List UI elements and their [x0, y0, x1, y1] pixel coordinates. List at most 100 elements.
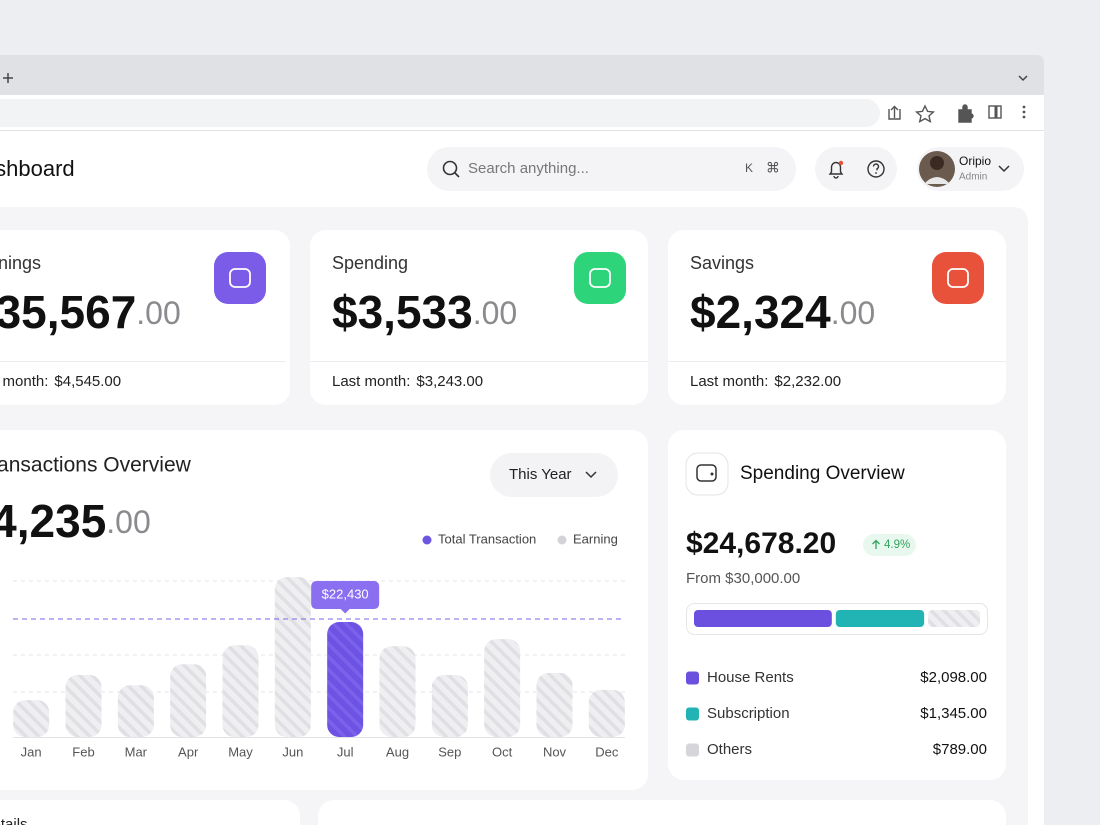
shortcut-mod: ⌘: [766, 160, 780, 176]
page-title: Dashboard: [0, 156, 75, 181]
card-icon-glyph: [589, 268, 611, 288]
spending-title: Spending Overview: [740, 463, 905, 484]
bar: [536, 672, 573, 737]
address-bar[interactable]: [0, 99, 880, 127]
tooltip: [311, 581, 380, 610]
toolbar-icons: [888, 104, 1002, 123]
item-name: House Rents: [707, 669, 794, 686]
bottom-card: [318, 800, 1006, 825]
card-details-title: Card Details: [0, 816, 28, 825]
card-amount: $3,533.00: [332, 286, 517, 338]
card-icon: [932, 252, 984, 304]
card-title: Spending: [332, 253, 408, 273]
last-month-value: $4,545.00: [54, 373, 121, 390]
cents: .00: [831, 295, 875, 331]
card-icon: [214, 252, 266, 304]
x-tick-label: Dec: [595, 744, 619, 759]
last-month-value: $2,232.00: [774, 373, 841, 390]
period-select[interactable]: [490, 453, 618, 497]
search-box[interactable]: [427, 147, 796, 191]
card-amount: $35,567.00: [0, 286, 181, 338]
spending-amount: $24,678.20: [686, 527, 836, 560]
tooltip-pointer: [340, 608, 351, 614]
amount: $2,324: [690, 286, 831, 338]
amount: $3,533: [332, 286, 473, 338]
item-swatch: [686, 707, 699, 721]
x-tick-label: May: [228, 744, 253, 759]
search-placeholder: Search anything...: [468, 160, 589, 177]
bar: [484, 639, 521, 737]
notifications-button[interactable]: [828, 161, 844, 179]
card-last-month: Last month: $3,243.00: [332, 373, 483, 390]
user-name: Oripio: [959, 154, 991, 168]
legend-label: Total Transaction: [438, 531, 536, 546]
last-month-label: Last month:: [690, 373, 768, 390]
card-icon-glyph: [229, 268, 251, 288]
last-month-label: Last month:: [332, 373, 410, 390]
bar: [13, 700, 50, 737]
transactions-title: Transactions Overview: [0, 454, 192, 477]
x-tick-label: Sep: [438, 744, 461, 759]
card-last-month: Last month: $4,545.00: [0, 373, 121, 390]
last-month-label: Last month:: [0, 373, 48, 390]
tooltip-label: $22,430: [322, 586, 369, 601]
progress-segment: [928, 610, 980, 627]
period-label: This Year: [509, 466, 572, 483]
cents: .00: [136, 295, 180, 331]
x-tick-label: Apr: [178, 744, 199, 759]
bar: [431, 674, 468, 737]
item-swatch: [686, 743, 699, 757]
card-title: Savings: [690, 253, 754, 273]
card-amount: $2,324.00: [690, 286, 875, 338]
legend-dot: [557, 535, 567, 545]
card-icon-glyph: [947, 268, 969, 288]
progress-segment: [835, 610, 925, 627]
help-button[interactable]: [867, 160, 885, 178]
spending-icon: [685, 452, 729, 496]
item-swatch: [686, 671, 699, 685]
change-badge: [863, 534, 916, 556]
item-amount: $1,345.00: [920, 705, 987, 722]
bar: [170, 664, 207, 737]
progress-segment: [694, 610, 832, 627]
legend-dot: [422, 535, 432, 545]
cents: .00: [473, 295, 517, 331]
change-value: 4.9%: [884, 539, 910, 551]
bar: [117, 685, 154, 737]
last-month-value: $3,243.00: [416, 373, 483, 390]
action-group: [815, 147, 897, 191]
x-tick-label: Feb: [72, 744, 94, 759]
x-tick-label: Jan: [21, 744, 42, 759]
chart-guides: [13, 580, 625, 693]
bar: [379, 646, 416, 737]
x-tick-label: Mar: [125, 744, 148, 759]
bar: [222, 645, 259, 737]
new-tab[interactable]: [3, 73, 13, 83]
tab-menu[interactable]: [1018, 75, 1028, 82]
bar: [274, 577, 311, 737]
legend-label: Earning: [573, 531, 618, 546]
item-amount: $789.00: [933, 741, 987, 758]
user-role: Admin: [959, 172, 987, 183]
bar: [588, 689, 625, 737]
x-tick-label: Jul: [337, 744, 354, 759]
x-tick-label: Aug: [386, 744, 409, 759]
x-tick-label: Jun: [282, 744, 303, 759]
shortcut-key: K: [745, 161, 753, 175]
x-tick-label: Oct: [492, 744, 513, 759]
bar: [65, 674, 102, 737]
card-last-month: Last month: $2,232.00: [690, 373, 841, 390]
x-tick-label: Nov: [543, 744, 567, 759]
card-icon: [574, 252, 626, 304]
card-title: Earnings: [0, 253, 41, 273]
transactions-amount: $34,235.00: [0, 495, 151, 547]
item-name: Subscription: [707, 705, 790, 722]
item-amount: $2,098.00: [920, 669, 987, 686]
spending-from: From $30,000.00: [686, 570, 800, 587]
amount: $35,567: [0, 286, 136, 338]
item-name: Others: [707, 741, 752, 758]
card-details-card: [0, 800, 300, 825]
bar: [327, 622, 364, 737]
